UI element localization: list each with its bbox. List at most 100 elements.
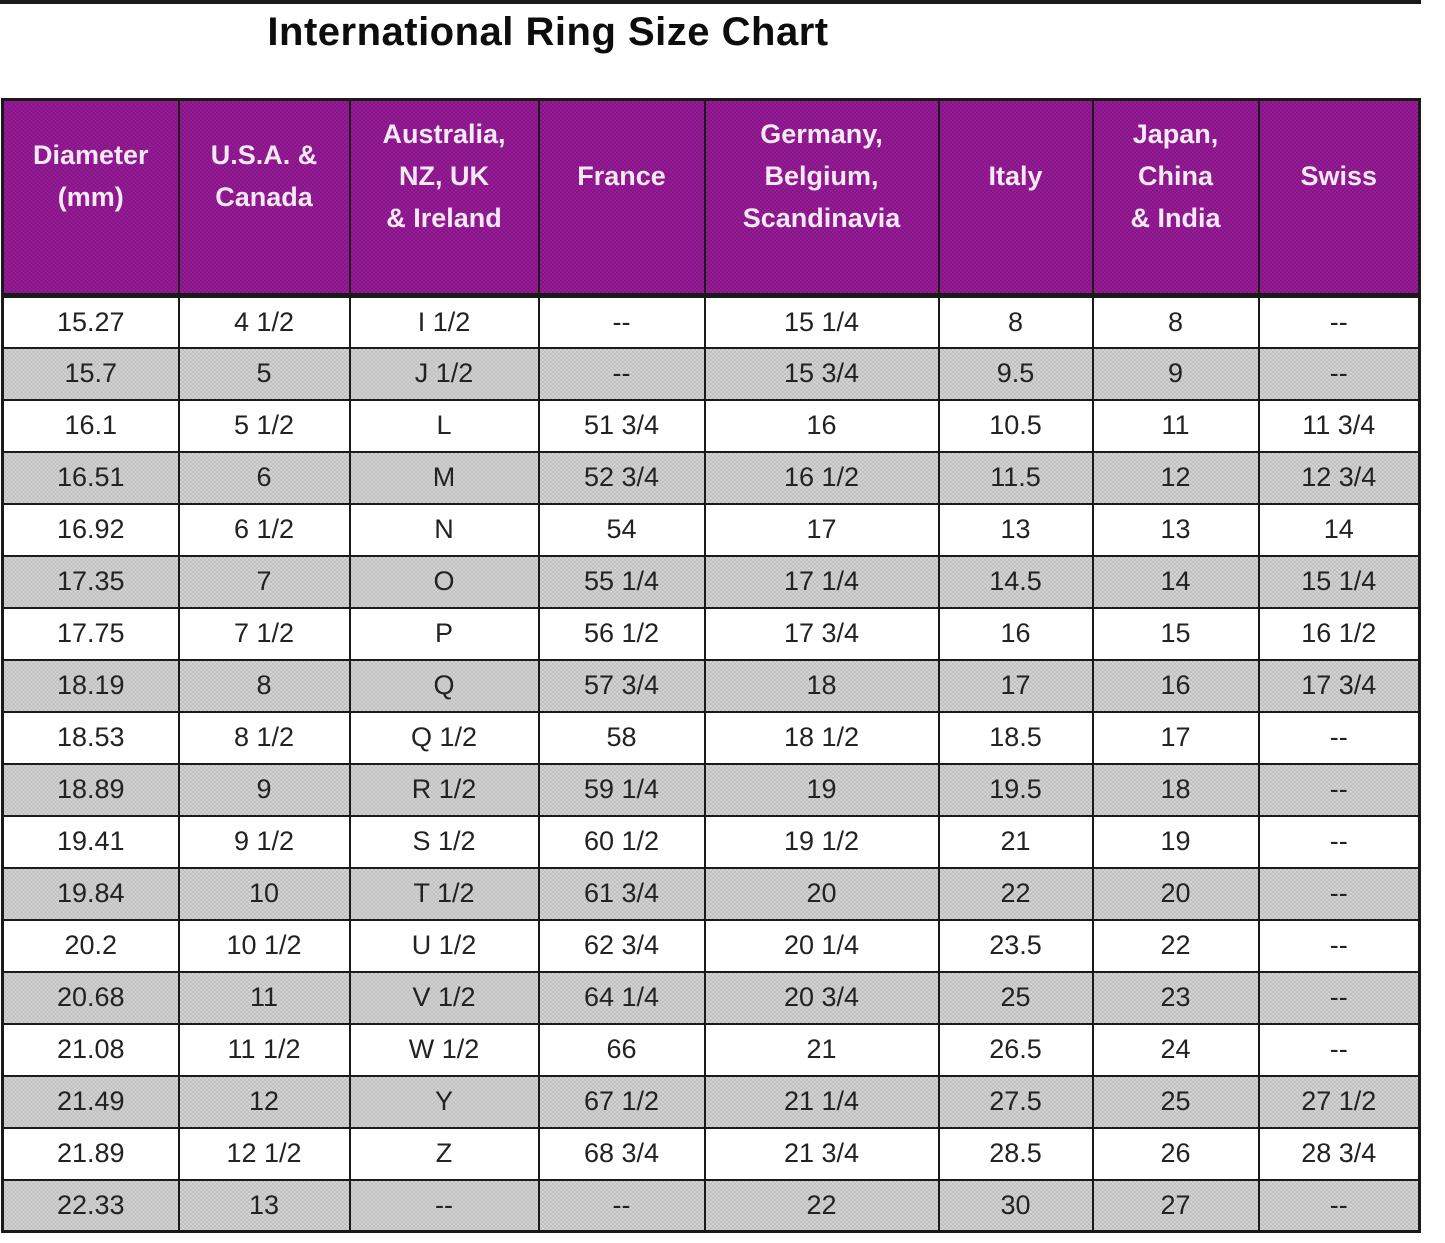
table-row: 20.68 11 V 1/2 64 1/4 20 3/4 25 23 -- xyxy=(1,970,1421,1025)
table-cell: -- xyxy=(537,346,706,401)
table-cell: 28.5 xyxy=(937,1126,1094,1181)
column-header-line: Scandinavia xyxy=(742,203,901,233)
table-row: 21.89 12 1/2 Z 68 3/4 21 3/4 28.5 26 28 3/4 xyxy=(1,1126,1421,1181)
table-cell: 25 xyxy=(937,970,1094,1025)
table-cell: 8 xyxy=(937,294,1094,349)
table-cell: 20.68 xyxy=(1,970,180,1025)
table-cell: 13 xyxy=(937,502,1094,557)
table-cell: O xyxy=(348,554,540,609)
ring-size-chart-container: Diameter (mm) U.S.A. & Canada Australia, NZ, … xyxy=(1,98,1421,1233)
table-cell: 67 1/2 xyxy=(537,1074,706,1129)
table-cell: 26 xyxy=(1091,1126,1260,1181)
table-cell: -- xyxy=(537,1178,706,1233)
table-cell: 18.5 xyxy=(937,710,1094,765)
page-title: International Ring Size Chart xyxy=(267,10,829,54)
table-cell: 9.5 xyxy=(937,346,1094,401)
table-cell: 16.51 xyxy=(1,450,180,505)
table-cell: 20 xyxy=(703,866,940,921)
table-cell: 16 xyxy=(703,398,940,453)
table-row: 15.27 4 1/2 I 1/2 -- 15 1/4 8 8 -- xyxy=(1,294,1421,349)
table-row: 17.75 7 1/2 P 56 1/2 17 3/4 16 15 16 1/2 xyxy=(1,606,1421,661)
table-cell: -- xyxy=(1257,1178,1421,1233)
table-cell: 64 1/4 xyxy=(537,970,706,1025)
table-cell: 13 xyxy=(177,1178,351,1233)
table-cell: -- xyxy=(1257,762,1421,817)
table-cell: 21.49 xyxy=(1,1074,180,1129)
table-row: 16.92 6 1/2 N 54 17 13 13 14 xyxy=(1,502,1421,557)
column-header-line: Belgium, xyxy=(764,161,879,191)
table-header-row: Diameter (mm) U.S.A. & Canada Australia, NZ, … xyxy=(1,98,1421,298)
table-cell: 6 1/2 xyxy=(177,502,351,557)
table-cell: 18.53 xyxy=(1,710,180,765)
table-row: 18.89 9 R 1/2 59 1/4 19 19.5 18 -- xyxy=(1,762,1421,817)
table-cell: 15 xyxy=(1091,606,1260,661)
table-cell: 9 xyxy=(177,762,351,817)
table-cell: 14.5 xyxy=(937,554,1094,609)
table-cell: 21.89 xyxy=(1,1126,180,1181)
table-cell: -- xyxy=(1257,1022,1421,1077)
table-cell: 27.5 xyxy=(937,1074,1094,1129)
column-header-line: Japan, xyxy=(1132,119,1219,149)
table-cell: 25 xyxy=(1091,1074,1260,1129)
table-cell: 21.08 xyxy=(1,1022,180,1077)
column-header-line: Australia, xyxy=(382,119,506,149)
column-header-line: NZ, UK xyxy=(399,161,489,191)
table-cell: 10 xyxy=(177,866,351,921)
column-header-line: Italy xyxy=(988,161,1043,191)
table-cell: 15.7 xyxy=(1,346,180,401)
table-row: 19.41 9 1/2 S 1/2 60 1/2 19 1/2 21 19 -- xyxy=(1,814,1421,869)
table-cell: N xyxy=(348,502,540,557)
table-cell: 17 1/4 xyxy=(703,554,940,609)
table-row: 17.35 7 O 55 1/4 17 1/4 14.5 14 15 1/4 xyxy=(1,554,1421,609)
table-cell: 16 1/2 xyxy=(1257,606,1421,661)
table-cell: 18 xyxy=(1091,762,1260,817)
table-cell: 17 xyxy=(703,502,940,557)
table-cell: 28 3/4 xyxy=(1257,1126,1421,1181)
table-cell: 54 xyxy=(537,502,706,557)
table-cell: 60 1/2 xyxy=(537,814,706,869)
table-cell: 20 xyxy=(1091,866,1260,921)
table-cell: W 1/2 xyxy=(348,1022,540,1077)
table-cell: 14 xyxy=(1257,502,1421,557)
table-cell: 22.33 xyxy=(1,1178,180,1233)
ring-size-table: Diameter (mm) U.S.A. & Canada Australia, NZ, … xyxy=(1,98,1421,1233)
table-cell: 5 1/2 xyxy=(177,398,351,453)
table-cell: -- xyxy=(1257,346,1421,401)
column-header-line: Germany, xyxy=(760,119,883,149)
table-cell: 18.89 xyxy=(1,762,180,817)
table-cell: -- xyxy=(1257,970,1421,1025)
table-cell: I 1/2 xyxy=(348,294,540,349)
table-cell: -- xyxy=(1257,918,1421,973)
table-cell: 12 1/2 xyxy=(177,1126,351,1181)
table-cell: 12 xyxy=(177,1074,351,1129)
column-header: Swiss xyxy=(1257,98,1421,298)
table-cell: 66 xyxy=(537,1022,706,1077)
table-cell: -- xyxy=(1257,814,1421,869)
table-cell: 22 xyxy=(1091,918,1260,973)
column-header-line: France xyxy=(577,161,666,191)
table-cell: 7 1/2 xyxy=(177,606,351,661)
table-cell: 19.41 xyxy=(1,814,180,869)
table-cell: -- xyxy=(537,294,706,349)
column-header-line: (mm) xyxy=(57,182,124,212)
column-header-line: Diameter xyxy=(32,140,149,170)
table-cell: -- xyxy=(348,1178,540,1233)
table-cell: 18 xyxy=(703,658,940,713)
table-cell: 8 1/2 xyxy=(177,710,351,765)
table-row: 18.53 8 1/2 Q 1/2 58 18 1/2 18.5 17 -- xyxy=(1,710,1421,765)
table-cell: R 1/2 xyxy=(348,762,540,817)
table-cell: 16.92 xyxy=(1,502,180,557)
table-cell: Q 1/2 xyxy=(348,710,540,765)
column-header-line: U.S.A. & xyxy=(210,140,318,170)
column-header-line: Swiss xyxy=(1300,161,1378,191)
table-cell: Q xyxy=(348,658,540,713)
table-cell: V 1/2 xyxy=(348,970,540,1025)
table-cell: 19.84 xyxy=(1,866,180,921)
column-header: U.S.A. & Canada xyxy=(177,98,351,298)
column-header: Germany, Belgium, Scandinavia xyxy=(703,98,940,298)
column-header: Australia, NZ, UK & Ireland xyxy=(348,98,540,298)
table-cell: T 1/2 xyxy=(348,866,540,921)
table-cell: 15.27 xyxy=(1,294,180,349)
table-cell: 11 1/2 xyxy=(177,1022,351,1077)
table-cell: 11 xyxy=(1091,398,1260,453)
